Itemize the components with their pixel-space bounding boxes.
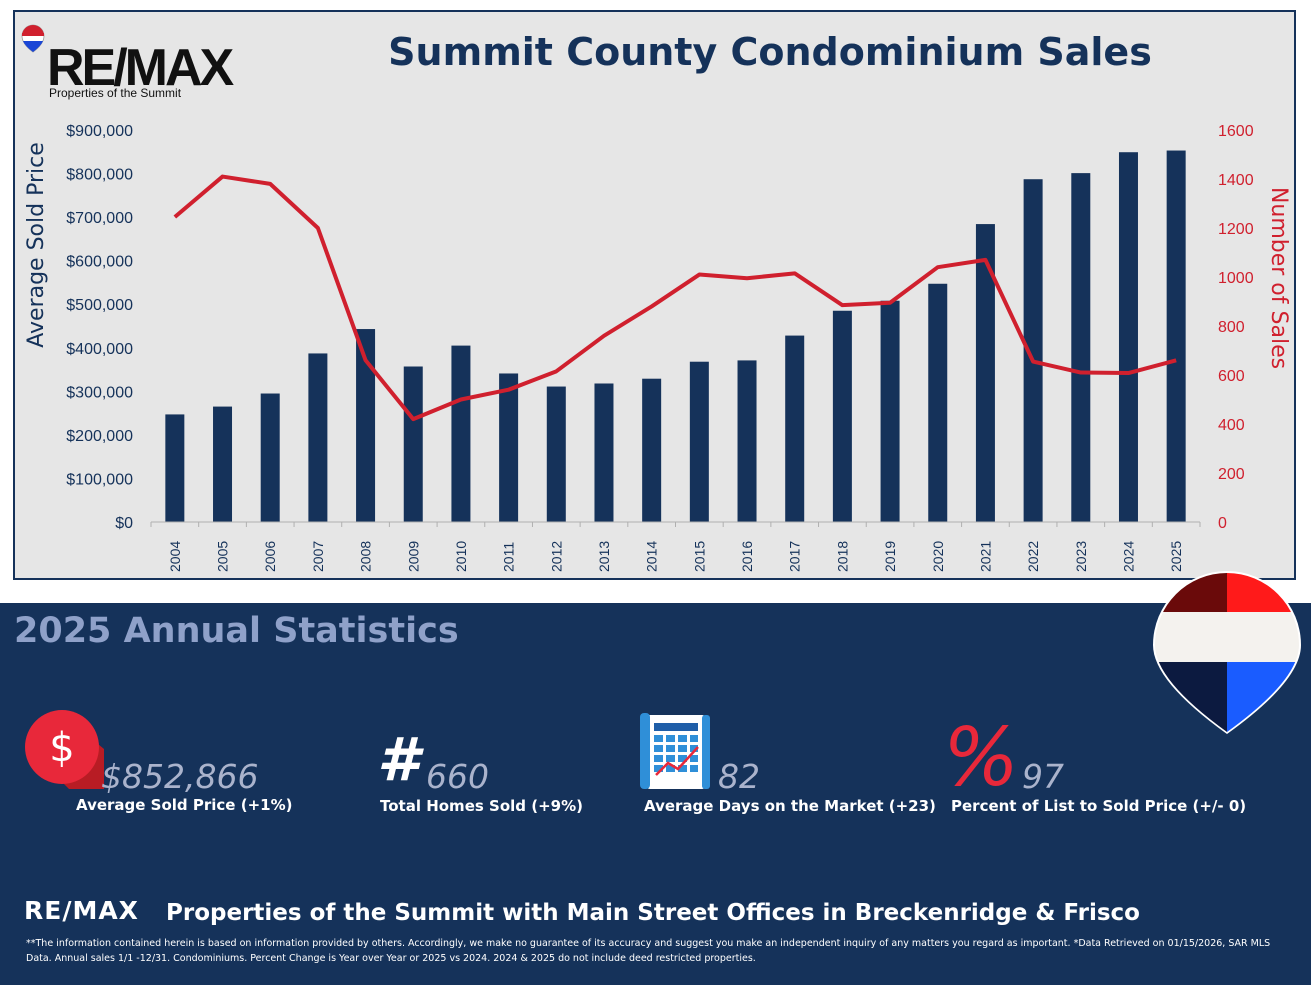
bar-2005 — [213, 406, 233, 522]
x-tick-label: 2016 — [739, 541, 755, 572]
x-tick-label: 2018 — [834, 541, 850, 572]
chart-frame: 2004 2005 2006 2007 2008 2009 2010 2011 2012 2013… — [13, 10, 1296, 580]
stat-value-homes-sold: 660 — [426, 757, 489, 796]
x-tick-label: 2013 — [596, 541, 612, 572]
y-tick-label: $100,000 — [66, 471, 133, 488]
logo-wordmark: RE/MAX — [47, 39, 235, 97]
stat-label-avg-price: Average Sold Price (+1%) — [76, 796, 293, 814]
bar-2008 — [356, 329, 376, 522]
bar-2022 — [1023, 179, 1043, 522]
bars-group — [165, 150, 1186, 523]
bar-2013 — [594, 383, 614, 522]
y-tick-label: $600,000 — [66, 254, 133, 271]
chart-title: Summit County Condominium Sales — [388, 30, 1152, 74]
y-axis-label: Average Sold Price — [24, 142, 49, 348]
stat-label-homes-sold: Total Homes Sold (+9%) — [380, 797, 583, 815]
bar-2016 — [737, 360, 757, 522]
bar-2010 — [451, 345, 471, 522]
y2-tick-label: 600 — [1218, 368, 1245, 385]
bar-2014 — [642, 378, 662, 522]
bar-2007 — [308, 353, 328, 522]
bar-2020 — [928, 283, 948, 522]
chart-section: 2004 2005 2006 2007 2008 2009 2010 2011 2012 2013… — [13, 10, 1296, 580]
x-tick-label: 2019 — [882, 541, 898, 572]
chart-svg: 2004 2005 2006 2007 2008 2009 2010 2011 2012 2013… — [21, 24, 1291, 572]
y-tick-label: $700,000 — [66, 210, 133, 227]
hash-icon: # — [377, 730, 424, 785]
x-tick-label: 2010 — [453, 541, 469, 572]
bar-2018 — [832, 310, 852, 522]
y-tick-label: $800,000 — [66, 167, 133, 184]
x-tick-label: 2009 — [405, 541, 421, 572]
bar-2021 — [975, 224, 995, 522]
stat-label-days-on-market: Average Days on the Market (+23) — [644, 797, 936, 815]
y2-tick-label: 200 — [1218, 466, 1245, 483]
bar-2011 — [499, 373, 519, 522]
logo-subtitle: Properties of the Summit — [49, 86, 182, 100]
bar-2017 — [785, 335, 805, 522]
bar-2004 — [165, 414, 185, 522]
bar-2012 — [546, 386, 566, 522]
svg-text:#: # — [377, 730, 424, 785]
stats-title: 2025 Annual Statistics — [14, 611, 459, 651]
stat-value-days-on-market: 82 — [718, 757, 760, 796]
axes-group: 2004 2005 2006 2007 2008 2009 2010 2011 2012 2013… — [66, 123, 1253, 572]
y-tick-label: $200,000 — [66, 428, 133, 445]
percent-icon: % — [945, 713, 1019, 793]
y2-tick-label: 400 — [1218, 417, 1245, 434]
stat-value-list-to-sold: 97 — [1022, 757, 1064, 796]
bar-2023 — [1071, 173, 1091, 522]
x-tick-label: 2007 — [310, 541, 326, 572]
line-group — [173, 174, 1177, 422]
y-tick-label: $0 — [115, 515, 133, 532]
bar-2019 — [880, 300, 900, 522]
x-tick-label: 2025 — [1168, 541, 1184, 572]
x-tick-label: 2014 — [644, 541, 660, 572]
bar-2015 — [689, 361, 709, 522]
svg-text:%: % — [945, 713, 1019, 793]
footer-title: Properties of the Summit with Main Stree… — [166, 900, 1140, 926]
svg-text:$: $ — [49, 725, 74, 771]
balloon-icon — [21, 24, 45, 53]
bar-2006 — [260, 393, 280, 522]
x-tick-label: 2022 — [1025, 541, 1041, 572]
stat-label-list-to-sold: Percent of List to Sold Price (+/- 0) — [951, 797, 1247, 815]
x-tick-label: 2024 — [1120, 541, 1136, 572]
bar-2025 — [1166, 150, 1186, 522]
x-tick-label: 2015 — [691, 541, 707, 572]
x-tick-label: 2012 — [548, 541, 564, 572]
x-tick-label: 2005 — [215, 541, 231, 572]
bar-2009 — [403, 366, 423, 522]
y2-tick-label: 1200 — [1218, 221, 1254, 238]
y2-tick-label: 1600 — [1218, 123, 1254, 140]
stat-value-avg-price: $852,866 — [101, 757, 259, 796]
calendar-icon — [640, 713, 710, 789]
x-tick-label: 2006 — [262, 541, 278, 572]
y2-tick-label: 1000 — [1218, 270, 1254, 287]
y2-tick-label: 0 — [1218, 515, 1227, 532]
y2-tick-label: 1400 — [1218, 172, 1254, 189]
stats-section: 2025 Annual Statistics $ $852,866 Averag… — [0, 571, 1311, 985]
dollar-icon: $ — [25, 710, 104, 789]
y-tick-label: $900,000 — [66, 123, 133, 140]
disclaimer: **The information contained herein is ba… — [26, 938, 1271, 964]
bar-2024 — [1118, 152, 1138, 523]
balloon-large-icon — [1153, 571, 1301, 734]
remax-logo: RE/MAX Properties of the Summit — [21, 24, 238, 100]
y-tick-label: $300,000 — [66, 384, 133, 401]
y2-tick-label: 800 — [1218, 319, 1245, 336]
y-tick-label: $500,000 — [66, 297, 133, 314]
x-tick-label: 2017 — [787, 541, 803, 572]
x-tick-label: 2011 — [501, 542, 517, 572]
x-tick-label: 2008 — [358, 541, 374, 572]
x-tick-label: 2021 — [977, 541, 993, 572]
sales-line — [173, 174, 1177, 422]
x-tick-label: 2004 — [167, 541, 183, 572]
footer-brand: RE/MAX — [24, 896, 139, 925]
x-tick-label: 2020 — [930, 541, 946, 572]
y-tick-label: $400,000 — [66, 341, 133, 358]
y2-axis-label: Number of Sales — [1266, 187, 1291, 369]
x-tick-label: 2023 — [1073, 541, 1089, 572]
